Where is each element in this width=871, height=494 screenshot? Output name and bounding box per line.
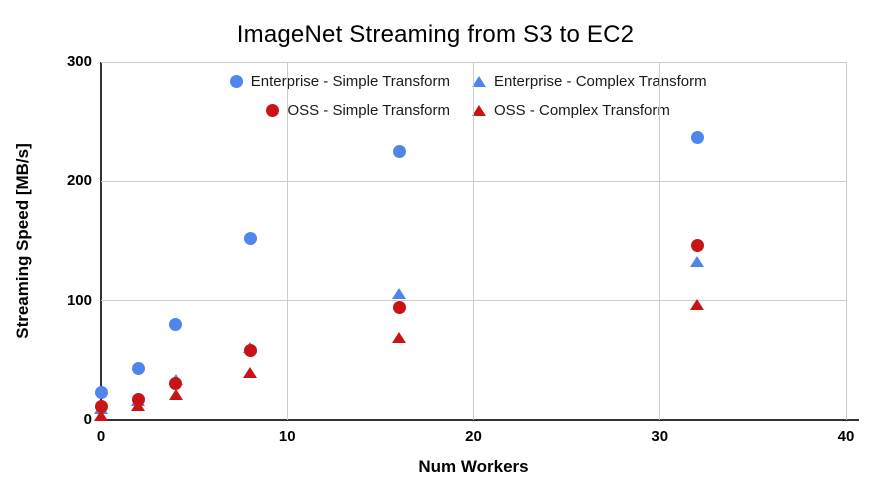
point-enterprise-complex-transform-x16 <box>392 288 406 299</box>
point-enterprise-simple-transform-x16 <box>392 145 406 158</box>
gridline-x-40 <box>845 62 847 420</box>
x-tick-0: 0 <box>96 428 106 445</box>
gridline-x-20 <box>473 62 474 420</box>
legend-label: Enterprise - Simple Transform <box>250 73 450 90</box>
gridline-x-30 <box>659 62 661 420</box>
point-oss-complex-transform-x16 <box>392 332 406 344</box>
legend-item-enterprise-simple-transform: Enterprise - Simple Transform <box>101 73 450 90</box>
legend-marker-circle-icon <box>229 75 243 88</box>
y-axis-title-text: Streaming Speed [MB/s] <box>13 143 33 339</box>
point-oss-complex-transform-x32 <box>690 298 704 310</box>
point-enterprise-simple-transform-x8 <box>243 232 257 246</box>
y-tick-300: 300 <box>66 53 92 70</box>
point-enterprise-simple-transform-x2 <box>131 362 145 376</box>
legend-marker-triangle-icon <box>472 76 486 87</box>
point-oss-complex-transform-x4 <box>168 389 183 401</box>
gridline-x-10 <box>286 62 288 420</box>
y-tick-0: 0 <box>83 411 92 428</box>
point-oss-simple-transform-x32 <box>690 239 704 253</box>
legend: Enterprise - Simple Transform Enterprise … <box>101 67 846 125</box>
x-tick-30: 30 <box>651 428 669 445</box>
plot-area <box>94 61 847 421</box>
x-axis-line <box>100 419 859 421</box>
point-oss-complex-transform-x8 <box>243 366 257 378</box>
y-tick-100: 100 <box>66 291 92 309</box>
x-tick-10: 10 <box>278 428 296 445</box>
y-axis-line <box>100 62 102 420</box>
legend-label: OSS - Simple Transform <box>287 102 450 119</box>
legend-item-oss-simple-transform: OSS - Simple Transform <box>101 102 450 119</box>
x-axis-title: Num Workers <box>418 457 529 476</box>
point-enterprise-simple-transform-x0 <box>94 386 108 400</box>
point-oss-simple-transform-x16 <box>392 301 406 315</box>
y-tick-200: 200 <box>66 172 92 190</box>
point-enterprise-simple-transform-x32 <box>690 130 704 144</box>
point-enterprise-complex-transform-x32 <box>690 255 704 267</box>
legend-marker-triangle-icon <box>472 105 486 116</box>
point-enterprise-simple-transform-x4 <box>169 318 182 332</box>
legend-row-2: OSS - Simple Transform OSS - Complex Tran… <box>101 96 846 125</box>
legend-label: Enterprise - Complex Transform <box>494 73 707 90</box>
x-tick-40: 40 <box>837 428 855 445</box>
point-oss-simple-transform-x8 <box>243 344 257 358</box>
y-axis-title: Streaming Speed [MB/s] <box>2 62 44 420</box>
legend-row-1: Enterprise - Simple Transform Enterprise … <box>101 67 846 96</box>
legend-marker-circle-icon <box>266 104 280 117</box>
x-tick-20: 20 <box>465 428 482 445</box>
legend-item-oss-complex-transform: OSS - Complex Transform <box>472 102 670 119</box>
point-oss-simple-transform-x4 <box>169 376 182 390</box>
legend-label: OSS - Complex Transform <box>494 102 670 119</box>
point-oss-complex-transform-x0 <box>94 409 108 421</box>
chart-title: ImageNet Streaming from S3 to EC2 <box>236 21 635 48</box>
legend-item-enterprise-complex-transform: Enterprise - Complex Transform <box>472 73 707 90</box>
point-oss-complex-transform-x2 <box>131 400 146 412</box>
